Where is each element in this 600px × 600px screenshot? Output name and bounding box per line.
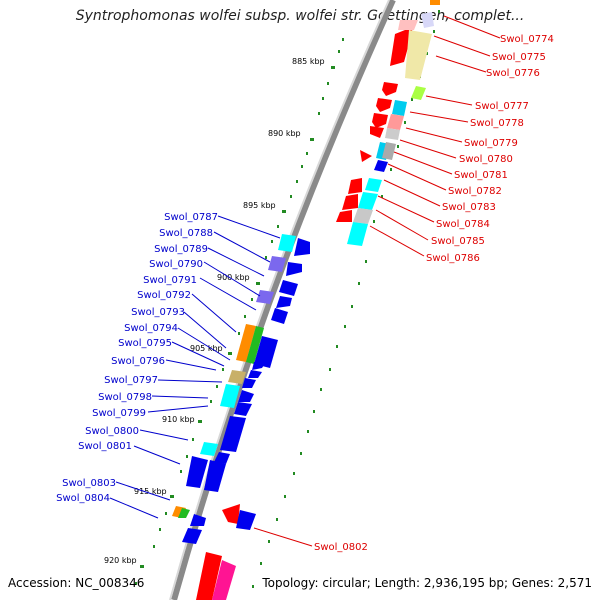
gene-label[interactable]: Swol_0774 (500, 34, 554, 45)
gene-label[interactable]: Swol_0777 (475, 101, 529, 112)
gene-label[interactable]: Swol_0791 (143, 275, 197, 286)
gene-label[interactable]: Swol_0781 (454, 170, 508, 181)
gene-label[interactable]: Swol_0783 (442, 202, 496, 213)
gene-label[interactable]: Swol_0788 (159, 228, 213, 239)
scale-dots-outer (252, 10, 440, 588)
gene-label[interactable]: Swol_0800 (85, 426, 139, 437)
gene-label[interactable]: Swol_0796 (111, 356, 165, 367)
accession-text: Accession: NC_008346 (8, 576, 145, 590)
leader-lines-left (109, 215, 281, 519)
gene-label[interactable]: Swol_0780 (459, 154, 513, 165)
kbp-label: 895 kbp (243, 201, 276, 210)
gene-label[interactable]: Swol_0786 (426, 253, 480, 264)
gene-labels-right[interactable]: Swol_0774 Swol_0775 Swol_0776 Swol_0777 … (314, 34, 554, 553)
kbp-label: 900 kbp (217, 273, 250, 282)
gene-label[interactable]: Swol_0795 (118, 338, 172, 349)
gene-label[interactable]: Swol_0794 (124, 323, 178, 334)
gene-label[interactable]: Swol_0799 (92, 408, 146, 419)
gene-label[interactable]: Swol_0793 (131, 307, 185, 318)
kbp-labels: 885 kbp 890 kbp 895 kbp 900 kbp 905 kbp … (104, 57, 325, 565)
gene-label[interactable]: Swol_0789 (154, 244, 208, 255)
gene-labels-left[interactable]: Swol_0787 Swol_0788 Swol_0789 Swol_0790 … (56, 212, 218, 504)
kbp-label: 915 kbp (134, 487, 167, 496)
gene-label[interactable]: Swol_0785 (431, 236, 485, 247)
gene-label[interactable]: Swol_0803 (62, 478, 116, 489)
kbp-label: 910 kbp (162, 415, 195, 424)
topology-summary: Topology: circular; Length: 2,936,195 bp… (262, 576, 592, 590)
scale-dots-inner (135, 38, 344, 585)
gene-label[interactable]: Swol_0778 (470, 118, 524, 129)
gene-label[interactable]: Swol_0802 (314, 542, 368, 553)
gene-label[interactable]: Swol_0784 (436, 219, 490, 230)
kbp-label: 905 kbp (190, 344, 223, 353)
gene-label[interactable]: Swol_0782 (448, 186, 502, 197)
gene-label[interactable]: Swol_0779 (464, 138, 518, 149)
gene-label[interactable]: Swol_0776 (486, 68, 540, 79)
kbp-label: 885 kbp (292, 57, 325, 66)
forward-genes[interactable] (196, 0, 440, 600)
gene-label[interactable]: Swol_0804 (56, 493, 110, 504)
kbp-label: 890 kbp (268, 129, 301, 138)
gene-label[interactable]: Swol_0798 (98, 392, 152, 403)
kbp-label: 920 kbp (104, 556, 137, 565)
gene-label[interactable]: Swol_0797 (104, 375, 158, 386)
gene-label[interactable]: Swol_0801 (78, 441, 132, 452)
reverse-genes[interactable] (172, 234, 310, 544)
gene-label[interactable]: Swol_0792 (137, 290, 191, 301)
gene-label[interactable]: Swol_0775 (492, 52, 546, 63)
leader-lines-right (253, 15, 501, 547)
gene-label[interactable]: Swol_0790 (149, 259, 203, 270)
gene-label[interactable]: Swol_0787 (164, 212, 218, 223)
